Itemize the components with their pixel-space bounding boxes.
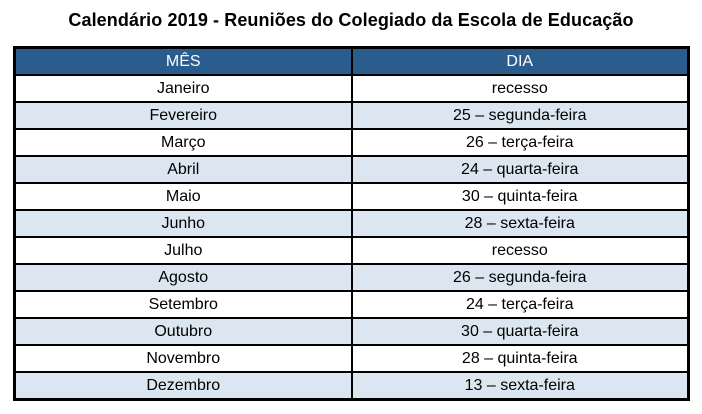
month-cell: Outubro [13,317,353,346]
table-row: Julho recesso [13,236,690,265]
month-cell: Fevereiro [13,101,353,130]
table-row: Novembro 28 – quinta-feira [13,344,690,373]
day-cell: 25 – segunda-feira [350,101,690,130]
day-cell: 28 – quinta-feira [350,344,690,373]
day-cell: 30 – quarta-feira [350,317,690,346]
month-cell: Dezembro [13,371,353,401]
month-cell: Janeiro [13,74,353,103]
day-cell: 24 – terça-feira [350,290,690,319]
table-row: Fevereiro 25 – segunda-feira [13,101,690,130]
month-cell: Abril [13,155,353,184]
table-row: Abril 24 – quarta-feira [13,155,690,184]
table-row: Dezembro 13 – sexta-feira [13,371,690,401]
page-title: Calendário 2019 - Reuniões do Colegiado … [68,10,634,30]
table-row: Março 26 – terça-feira [13,128,690,157]
table-row: Junho 28 – sexta-feira [13,209,690,238]
calendar-table: MÊS DIA Janeiro recesso Fevereiro 25 – segu… [13,46,690,401]
table-header: MÊS DIA [13,46,690,76]
day-cell: 30 – quinta-feira [350,182,690,211]
month-cell: Julho [13,236,353,265]
header-row: MÊS DIA [13,46,690,76]
table-row: Outubro 30 – quarta-feira [13,317,690,346]
month-cell: Novembro [13,344,353,373]
table-row: Janeiro recesso [13,74,690,103]
day-cell: 24 – quarta-feira [350,155,690,184]
day-cell: recesso [350,74,690,103]
month-cell: Março [13,128,353,157]
month-cell: Maio [13,182,353,211]
table-row: Agosto 26 – segunda-feira [13,263,690,292]
table-row: Maio 30 – quinta-feira [13,182,690,211]
day-cell: 26 – segunda-feira [350,263,690,292]
month-cell: Agosto [13,263,353,292]
day-cell: 28 – sexta-feira [350,209,690,238]
month-cell: Setembro [13,290,353,319]
column-header-dia: DIA [350,46,690,76]
day-cell: 13 – sexta-feira [350,371,690,401]
table-body: Janeiro recesso Fevereiro 25 – segunda-feir… [13,74,690,401]
column-header-mes: MÊS [13,46,353,76]
day-cell: 26 – terça-feira [350,128,690,157]
month-cell: Junho [13,209,353,238]
table-row: Setembro 24 – terça-feira [13,290,690,319]
day-cell: recesso [350,236,690,265]
